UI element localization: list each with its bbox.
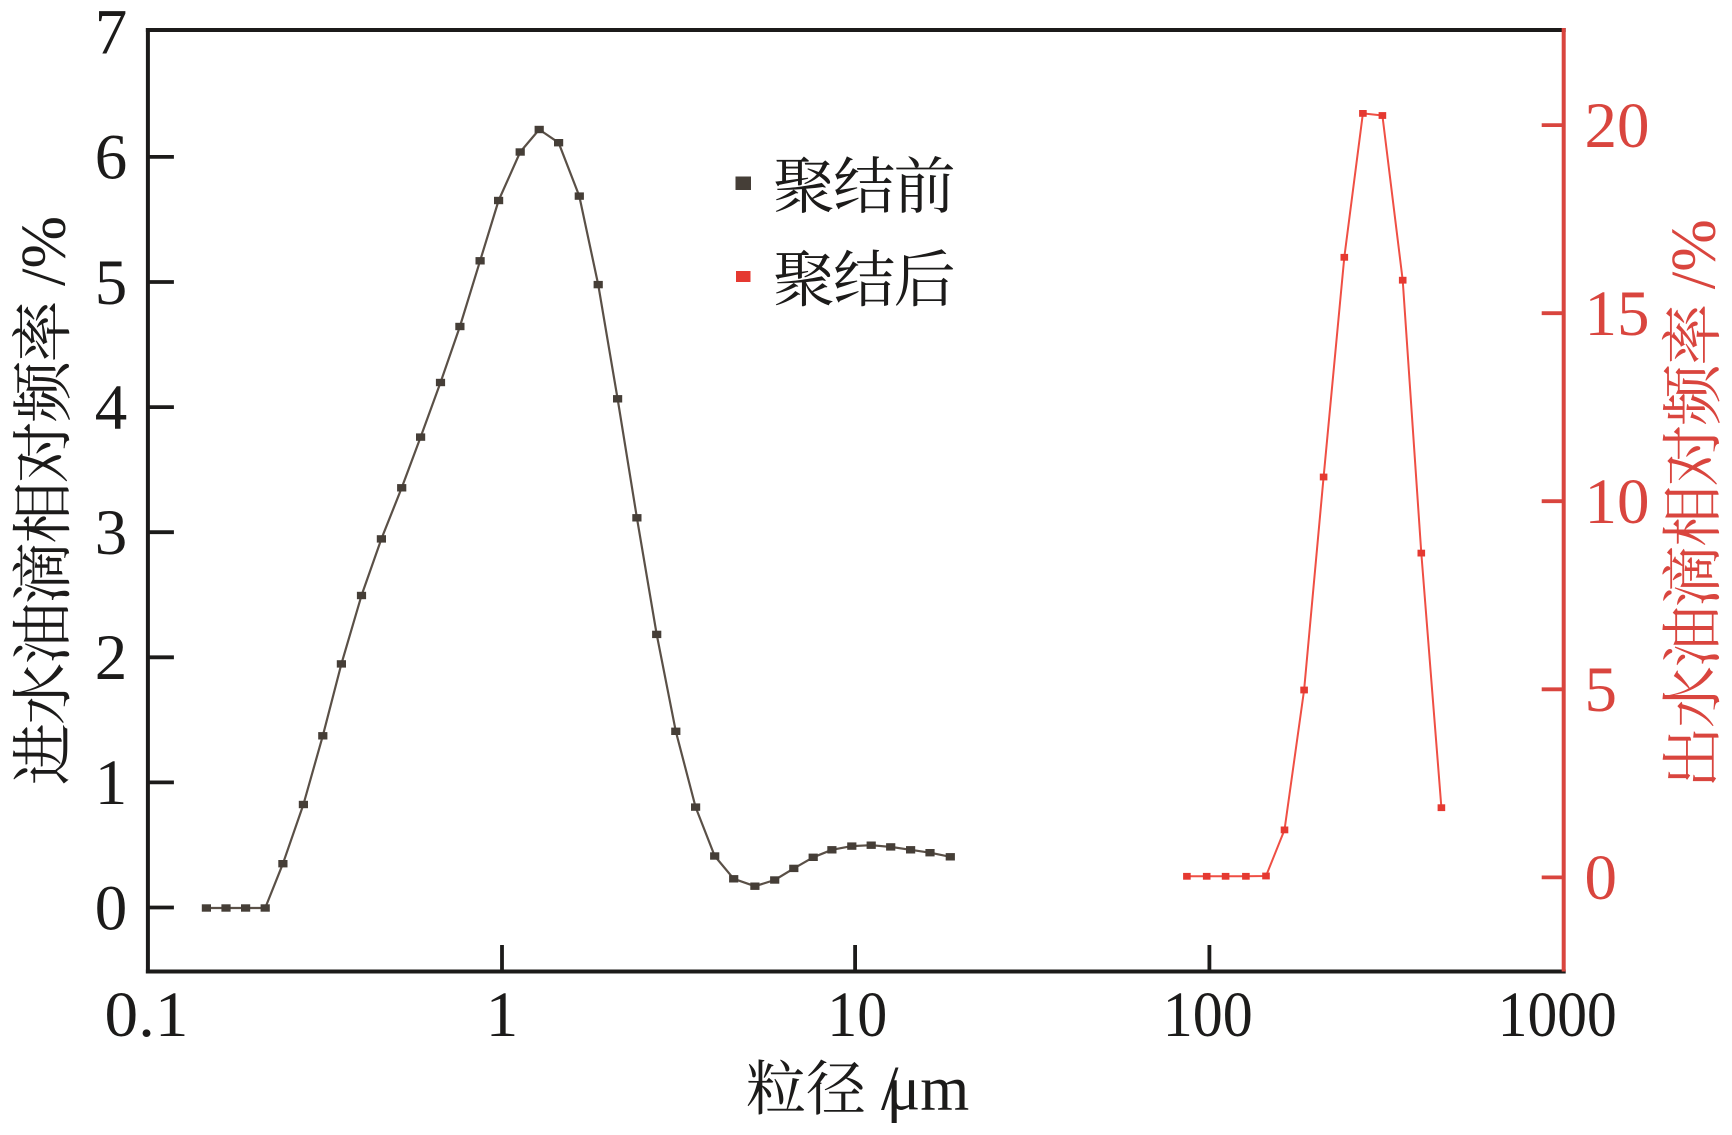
svg-text:3: 3 bbox=[95, 497, 128, 569]
svg-text:15: 15 bbox=[1585, 278, 1650, 350]
svg-text:0: 0 bbox=[95, 872, 128, 944]
svg-text:10: 10 bbox=[827, 979, 887, 1051]
svg-text:4: 4 bbox=[95, 372, 128, 444]
svg-text:2: 2 bbox=[95, 622, 128, 694]
svg-text:/: / bbox=[881, 1054, 899, 1124]
svg-text:0.1: 0.1 bbox=[105, 979, 189, 1051]
svg-text:5: 5 bbox=[95, 247, 128, 319]
svg-text:7: 7 bbox=[95, 0, 128, 69]
svg-text:1: 1 bbox=[486, 979, 519, 1051]
svg-text:6: 6 bbox=[95, 122, 128, 194]
svg-text:5: 5 bbox=[1585, 654, 1618, 726]
svg-text:1000: 1000 bbox=[1498, 979, 1617, 1051]
svg-text:/%: /% bbox=[9, 216, 79, 286]
svg-text:100: 100 bbox=[1163, 979, 1253, 1051]
svg-text:/%: /% bbox=[1658, 219, 1728, 289]
svg-text:20: 20 bbox=[1585, 90, 1650, 162]
svg-text:10: 10 bbox=[1585, 466, 1650, 538]
svg-text:0: 0 bbox=[1585, 842, 1618, 914]
svg-text:μm: μm bbox=[887, 1054, 970, 1124]
svg-text:1: 1 bbox=[95, 747, 128, 819]
